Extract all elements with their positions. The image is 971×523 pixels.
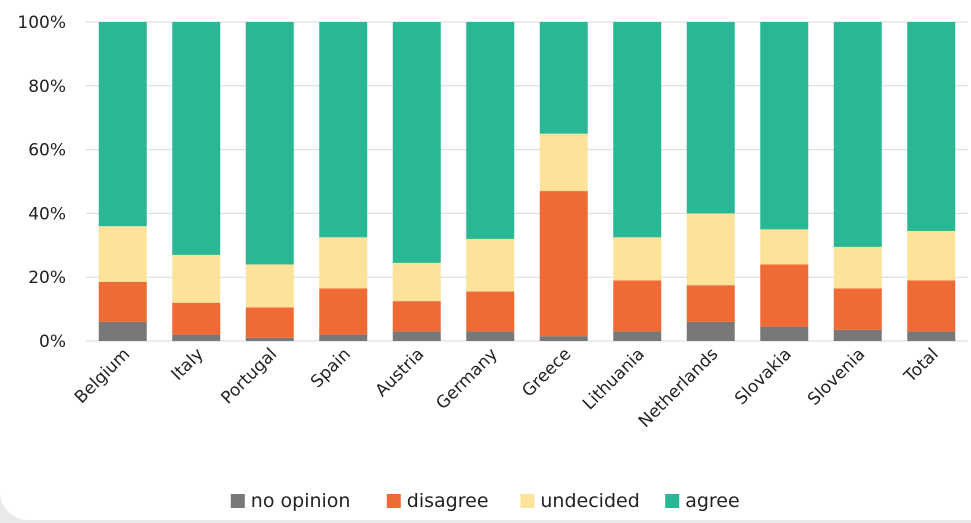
bar-segment-no-opinion — [539, 336, 588, 341]
y-tick-label: 100% — [17, 13, 66, 33]
bar-segment-disagree — [539, 191, 588, 337]
bar-segment-agree — [907, 22, 956, 231]
bar-segment-disagree — [466, 291, 515, 332]
bar-segment-disagree — [245, 307, 294, 338]
legend-swatch — [386, 494, 401, 508]
legend-label: agree — [685, 490, 739, 512]
bar-segment-undecided — [245, 264, 294, 308]
y-tick-label: 60% — [28, 141, 66, 161]
legend-swatch — [230, 494, 245, 508]
x-category-label: Italy — [168, 344, 208, 384]
bar-segment-no-opinion — [833, 329, 882, 341]
bar-segment-no-opinion — [392, 331, 441, 341]
x-category-label: Lithuania — [579, 344, 649, 414]
bar-segment-disagree — [907, 280, 956, 332]
bar-segment-agree — [172, 22, 221, 255]
bar-segment-agree — [539, 22, 588, 134]
bar-segment-agree — [613, 22, 662, 238]
bar-segment-disagree — [760, 264, 809, 327]
bar-segment-agree — [98, 22, 147, 227]
y-tick-label: 20% — [28, 268, 66, 288]
bar-segment-agree — [392, 22, 441, 263]
bar-segment-no-opinion — [907, 331, 956, 341]
legend-swatch — [665, 494, 680, 508]
bar-segment-undecided — [686, 213, 735, 286]
bar-segment-disagree — [686, 285, 735, 322]
bar-segment-no-opinion — [319, 334, 368, 341]
x-category-label: Slovenia — [804, 344, 869, 409]
x-category-label: Netherlands — [635, 344, 723, 432]
bar-segment-agree — [833, 22, 882, 247]
legend-label: disagree — [407, 490, 489, 512]
bar-segment-disagree — [613, 280, 662, 332]
bar-segment-no-opinion — [613, 331, 662, 341]
x-category-label: Slovakia — [731, 344, 796, 409]
bar-segment-undecided — [760, 229, 809, 265]
x-category-label: Spain — [307, 344, 355, 392]
bar-segment-disagree — [833, 288, 882, 330]
bar-segment-undecided — [172, 254, 221, 303]
bar-segment-undecided — [392, 262, 441, 302]
bar-segment-agree — [245, 22, 294, 265]
bar-segment-no-opinion — [686, 321, 735, 341]
bar-segment-agree — [466, 22, 515, 239]
x-category-label: Portugal — [217, 344, 281, 408]
bar-segment-undecided — [466, 238, 515, 292]
x-category-label: Austria — [372, 344, 429, 401]
bar-segment-no-opinion — [760, 326, 809, 341]
bar-segment-no-opinion — [172, 334, 221, 341]
legend-label: no opinion — [251, 490, 351, 512]
bar-segment-agree — [760, 22, 809, 230]
legend-swatch — [520, 494, 535, 508]
bar-segment-undecided — [98, 226, 147, 282]
y-tick-label: 40% — [28, 204, 66, 224]
bar-segment-undecided — [539, 133, 588, 192]
bar-segment-undecided — [319, 237, 368, 289]
x-category-label: Greece — [518, 344, 575, 401]
bar-segment-disagree — [98, 281, 147, 322]
y-tick-label: 80% — [28, 77, 66, 97]
x-category-label: Belgium — [71, 344, 134, 407]
bar-segment-undecided — [613, 237, 662, 281]
bar-segment-disagree — [172, 302, 221, 335]
bar-segment-no-opinion — [466, 331, 515, 341]
y-tick-label: 0% — [39, 332, 66, 352]
bar-segment-no-opinion — [245, 337, 294, 341]
legend-label: undecided — [540, 490, 639, 512]
bar-segment-undecided — [907, 230, 956, 281]
bar-segment-agree — [319, 22, 368, 238]
x-category-label: Germany — [432, 344, 501, 413]
bar-segment-undecided — [833, 246, 882, 289]
bar-segment-disagree — [319, 288, 368, 335]
x-category-label: Total — [900, 344, 943, 387]
bar-segment-agree — [686, 22, 735, 214]
bar-segment-disagree — [392, 301, 441, 332]
bar-segment-no-opinion — [98, 321, 147, 341]
